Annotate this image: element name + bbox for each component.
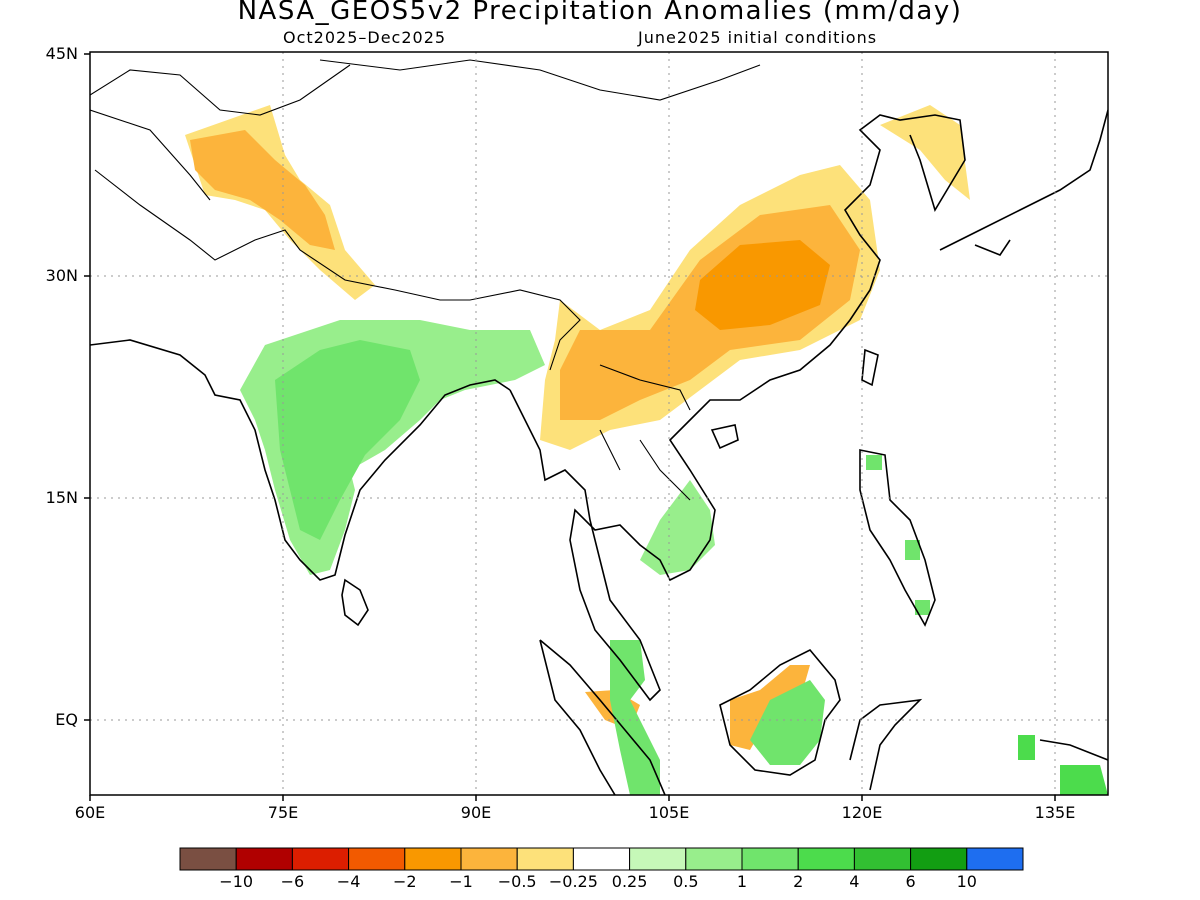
coast-hainan (710, 424, 739, 450)
lon-label-60e: 60E (74, 803, 106, 822)
colorbar-label: 4 (849, 872, 860, 891)
colorbar-swatch (348, 847, 406, 871)
wet-anomaly-borneo (750, 680, 825, 765)
colorbar-swatch (404, 847, 462, 871)
coast-taiwan (861, 348, 879, 387)
colorbar-label: 2 (793, 872, 804, 891)
colorbar-label: 6 (905, 872, 916, 891)
lon-label-105e: 105E (648, 803, 690, 822)
colorbar-swatch (572, 847, 631, 871)
coast-mainland-se-asia (509, 114, 966, 702)
coast-sumatra (539, 639, 666, 795)
colorbar-swatch (910, 847, 968, 871)
colorbar-label: −6 (280, 872, 305, 891)
colorbar-swatch (741, 847, 799, 871)
wet-anomaly-newguinea (1018, 735, 1108, 795)
colorbar-swatch (516, 847, 574, 871)
map-frame (89, 51, 1109, 796)
lat-label-45n: 45N (45, 44, 78, 63)
colorbar-label: −2 (393, 872, 417, 891)
lat-label-30n: 30N (45, 266, 78, 285)
coast-newguinea (1039, 739, 1108, 761)
dry-anomaly-pakistan (190, 130, 335, 250)
lat-label-eq: EQ (55, 710, 78, 729)
lat-label-15n: 15N (45, 488, 78, 507)
colorbar-swatch (460, 847, 518, 871)
dry-anomaly-china-max (695, 240, 830, 330)
colorbar-label: −1 (449, 872, 473, 891)
colorbar-label: 0.25 (611, 872, 648, 891)
map-title: NASA_GEOS5v2 Precipitation Anomalies (mm… (237, 0, 963, 26)
colorbar-label: 0.5 (673, 872, 699, 891)
forecast-period: Oct2025–Dec2025 (283, 28, 447, 47)
lon-label-135e: 135E (1034, 803, 1076, 822)
coast-india (90, 339, 511, 581)
wet-anomaly-india-core (275, 340, 420, 540)
anomaly-fields (185, 105, 1108, 795)
colorbar-label: −0.25 (548, 872, 598, 891)
lon-label-120e: 120E (841, 803, 883, 822)
colorbar-swatch (291, 847, 350, 871)
border-line (319, 59, 761, 101)
colorbar-swatch (853, 847, 912, 871)
coast-philippines (859, 449, 936, 627)
coast-srilanka (341, 578, 369, 627)
colorbar-label: −0.5 (497, 872, 537, 891)
colorbar-swatch (629, 847, 687, 871)
wet-anomaly-indochina (640, 480, 715, 575)
lon-label-90e: 90E (460, 803, 492, 822)
country-borders (90, 59, 761, 501)
coast-borneo (719, 649, 841, 776)
colorbar-label: 1 (736, 872, 748, 891)
axis-ticks (84, 53, 1056, 801)
colorbar-swatch (235, 847, 293, 871)
colorbar-swatch (966, 847, 1024, 871)
colorbar-swatch (685, 847, 743, 871)
dry-anomaly-korea (880, 105, 970, 200)
colorbar-swatch (179, 847, 237, 871)
coast-japan (939, 109, 1108, 256)
border-line (90, 64, 351, 201)
initial-conditions: June2025 initial conditions (638, 28, 878, 47)
colorbar-swatch (797, 847, 855, 871)
border-line (599, 364, 691, 501)
lon-label-75e: 75E (267, 803, 299, 822)
colorbar-label: 10 (956, 872, 977, 891)
colorbar-label: −10 (219, 872, 254, 891)
colorbar-label: −4 (336, 872, 361, 891)
border-line (94, 169, 581, 371)
graticule (90, 52, 1108, 795)
